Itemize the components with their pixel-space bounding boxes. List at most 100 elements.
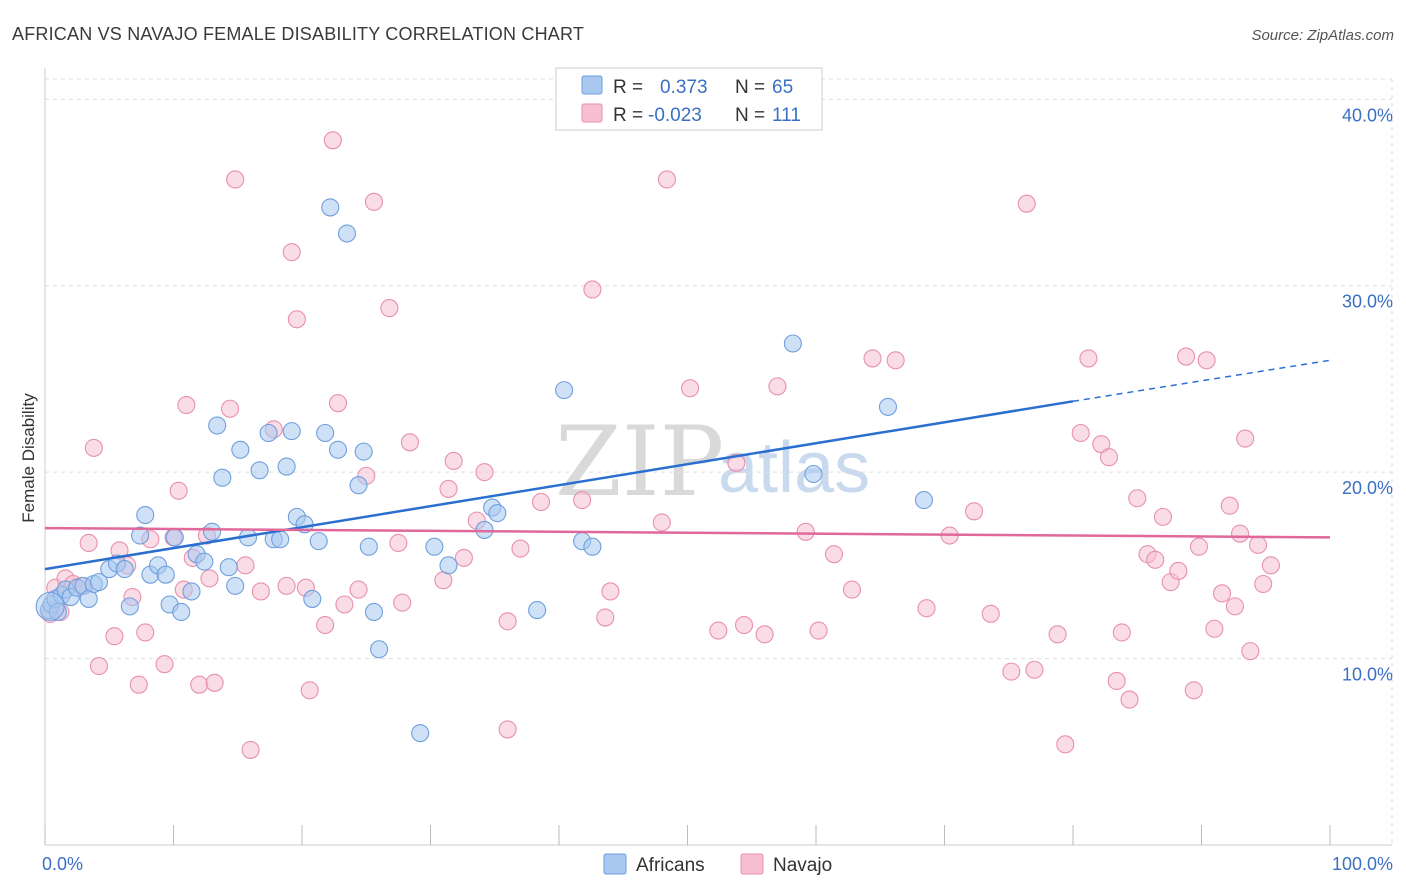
navajo-point bbox=[531, 492, 551, 512]
navajo-point bbox=[205, 673, 224, 692]
africans-point bbox=[439, 556, 458, 575]
y-tick-label: 30.0% bbox=[1342, 292, 1393, 312]
navajo-point bbox=[917, 599, 936, 618]
africans-point bbox=[156, 565, 175, 584]
navajo-point bbox=[1056, 735, 1075, 754]
africans-point bbox=[783, 334, 802, 353]
legend-africans-r-label: R = bbox=[613, 77, 643, 98]
navajo-point bbox=[105, 627, 124, 646]
navajo-point bbox=[727, 453, 746, 472]
navajo-point bbox=[89, 656, 109, 676]
legend-navajo-n-value: 111 bbox=[772, 105, 801, 126]
x-tick-label: 0.0% bbox=[42, 854, 83, 874]
y-tick-label: 10.0% bbox=[1342, 665, 1393, 685]
africans-point bbox=[583, 537, 602, 556]
africans-trend-line bbox=[44, 400, 1074, 571]
navajo-point bbox=[583, 280, 602, 299]
navajo-point bbox=[601, 582, 620, 601]
navajo-point bbox=[190, 675, 209, 694]
legend-navajo-swatch bbox=[581, 103, 603, 123]
africans-point bbox=[364, 602, 384, 622]
africans-point bbox=[136, 505, 155, 525]
africans-point bbox=[208, 416, 227, 435]
navajo-point bbox=[755, 625, 774, 644]
y-tick-label: 40.0% bbox=[1342, 105, 1393, 125]
navajo-point bbox=[236, 556, 255, 575]
africans-point bbox=[914, 491, 933, 510]
africans-point bbox=[337, 224, 357, 243]
bottom-legend-africans-label: Africans bbox=[636, 855, 705, 876]
africans-point bbox=[475, 520, 494, 539]
y-axis-label: Female Disability bbox=[19, 393, 38, 523]
navajo-point bbox=[1071, 423, 1090, 443]
navajo-points bbox=[41, 131, 1280, 759]
navajo-point bbox=[475, 463, 494, 482]
legend-navajo-r-value: -0.023 bbox=[648, 105, 702, 126]
africans-point bbox=[165, 528, 184, 547]
navajo-point bbox=[1254, 574, 1273, 594]
navajo-point bbox=[1205, 619, 1224, 638]
navajo-point bbox=[573, 491, 592, 510]
navajo-point bbox=[328, 394, 348, 413]
africans-point bbox=[316, 423, 335, 443]
navajo-point bbox=[809, 621, 828, 640]
navajo-point bbox=[657, 170, 676, 189]
navajo-point bbox=[734, 615, 754, 635]
africans-point bbox=[359, 537, 378, 556]
navajo-point bbox=[1002, 662, 1021, 681]
navajo-point bbox=[863, 349, 882, 368]
navajo-point bbox=[709, 621, 728, 640]
bottom-legend-navajo-label: Navajo bbox=[773, 855, 832, 876]
navajo-point bbox=[1079, 349, 1098, 368]
navajo-point bbox=[1197, 351, 1216, 370]
africans-point bbox=[115, 560, 134, 579]
navajo-point bbox=[596, 608, 615, 627]
navajo-point bbox=[1177, 347, 1196, 366]
navajo-point bbox=[380, 299, 399, 318]
navajo-point bbox=[364, 192, 384, 211]
africans-point bbox=[89, 573, 109, 592]
africans-points bbox=[35, 198, 933, 743]
navajo-point bbox=[300, 681, 319, 700]
navajo-point bbox=[241, 740, 260, 759]
africans-point bbox=[309, 532, 328, 551]
africans-point bbox=[195, 552, 214, 571]
navajo-point bbox=[287, 310, 306, 329]
navajo-point bbox=[1128, 489, 1147, 508]
navajo-point bbox=[400, 433, 419, 452]
legend-africans-r-value: 0.373 bbox=[660, 77, 708, 98]
navajo-point bbox=[1099, 448, 1119, 467]
chart-title: AFRICAN VS NAVAJO FEMALE DISABILITY CORR… bbox=[12, 24, 584, 44]
navajo-point bbox=[1169, 561, 1188, 581]
navajo-point bbox=[393, 593, 412, 612]
navajo-point bbox=[277, 576, 296, 595]
africans-point bbox=[411, 724, 430, 743]
legend-navajo-n-label: N = bbox=[735, 105, 765, 126]
trend-lines bbox=[44, 359, 1331, 571]
chart-source: Source: ZipAtlas.com bbox=[1251, 27, 1394, 44]
africans-point bbox=[328, 440, 348, 459]
gridlines bbox=[45, 78, 1393, 845]
x-tick-label: 100.0% bbox=[1332, 854, 1393, 874]
tick-labels: 10.0% 20.0% 30.0% 40.0% 0.0% 100.0% bbox=[42, 105, 1393, 874]
navajo-point bbox=[886, 351, 905, 370]
navajo-point bbox=[1248, 535, 1268, 554]
navajo-point bbox=[220, 399, 240, 418]
navajo-point bbox=[842, 580, 862, 599]
navajo-point bbox=[79, 533, 98, 553]
navajo-point bbox=[1017, 194, 1036, 213]
africans-point bbox=[555, 381, 574, 400]
y-tick-label: 20.0% bbox=[1342, 478, 1393, 498]
navajo-point bbox=[652, 513, 671, 532]
navajo-point bbox=[1213, 584, 1232, 603]
navajo-point bbox=[1236, 429, 1255, 448]
africans-point bbox=[425, 537, 444, 556]
africans-point bbox=[231, 440, 250, 459]
africans-point bbox=[182, 582, 201, 601]
bottom-legend: Africans Navajo bbox=[603, 853, 832, 876]
africans-point bbox=[203, 522, 222, 541]
africans-point-cluster bbox=[35, 591, 65, 621]
navajo-point bbox=[226, 170, 245, 189]
navajo-point bbox=[389, 533, 408, 553]
africans-point bbox=[259, 423, 278, 443]
